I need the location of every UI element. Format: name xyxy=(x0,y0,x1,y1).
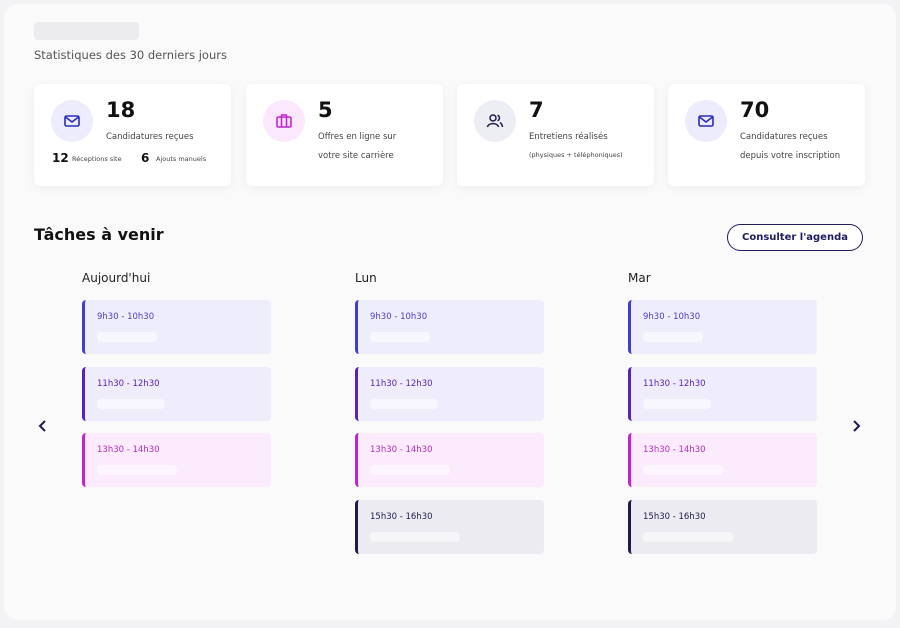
task-slot: 15h30 - 16h30 xyxy=(628,499,817,554)
task-slot: 11h30 - 12h30 xyxy=(82,366,271,421)
task-slot: 9h30 - 10h30 xyxy=(82,300,271,354)
task-slot: 13h30 - 14h30 xyxy=(82,433,271,487)
slot-placeholder xyxy=(370,398,438,409)
stat-label: votre site carrière xyxy=(318,151,394,161)
task-slot: 11h30 - 12h30 xyxy=(355,366,544,421)
icon xyxy=(64,115,80,127)
icon xyxy=(698,115,714,127)
stat-label: Entretiens réalisés xyxy=(529,132,608,142)
icon xyxy=(276,114,292,128)
task-slot: 13h30 - 14h30 xyxy=(355,433,544,487)
slot-placeholder xyxy=(97,332,157,342)
task-slot: 11h30 - 12h30 xyxy=(628,366,817,421)
slot-placeholder xyxy=(370,332,430,342)
slot-time: 15h30 - 16h30 xyxy=(643,511,706,522)
title-placeholder xyxy=(34,22,139,40)
stat-card: 70 Candidatures reçues depuis votre inscri… xyxy=(668,84,865,186)
slot-time: 9h30 - 10h30 xyxy=(97,312,155,322)
slot-placeholder xyxy=(643,398,711,409)
slot-time: 13h30 - 14h30 xyxy=(97,445,160,455)
stat-icon xyxy=(474,100,516,142)
prev-arrow[interactable] xyxy=(36,418,50,434)
detail-label: Ajouts manuels xyxy=(156,155,207,163)
section-title: Tâches à venir xyxy=(34,225,164,244)
slot-placeholder xyxy=(643,465,723,475)
next-arrow[interactable] xyxy=(849,418,863,434)
slot-time: 11h30 - 12h30 xyxy=(97,378,160,389)
stat-label: Offres en ligne sur xyxy=(318,132,397,142)
task-slot: 9h30 - 10h30 xyxy=(355,300,544,354)
task-slot: 13h30 - 14h30 xyxy=(628,433,817,487)
slot-placeholder xyxy=(97,465,177,475)
task-slot: 15h30 - 16h30 xyxy=(355,499,544,554)
stat-icon xyxy=(685,100,727,142)
detail-value: 6 xyxy=(141,151,150,165)
stat-label: (physiques + téléphoniques) xyxy=(529,151,623,159)
icon xyxy=(486,114,504,128)
stat-value: 18 xyxy=(106,98,136,122)
stat-label: Candidatures reçues xyxy=(740,132,828,142)
stat-icon xyxy=(51,100,93,142)
day-label: Mar xyxy=(628,271,651,285)
day-label: Lun xyxy=(355,271,377,285)
slot-time: 11h30 - 12h30 xyxy=(643,378,706,389)
slot-time: 13h30 - 14h30 xyxy=(643,445,706,455)
slot-time: 11h30 - 12h30 xyxy=(370,378,433,389)
slot-placeholder xyxy=(370,465,450,475)
dashboard: Statistiques des 30 derniers jours Tâche… xyxy=(4,4,896,620)
stat-value: 7 xyxy=(529,98,544,122)
slot-time: 9h30 - 10h30 xyxy=(370,312,428,322)
detail-label: Réceptions site xyxy=(72,155,122,163)
agenda-button[interactable]: Consulter l'agenda xyxy=(727,224,863,251)
slot-time: 13h30 - 14h30 xyxy=(370,445,433,455)
task-slot: 9h30 - 10h30 xyxy=(628,300,817,354)
slot-placeholder xyxy=(97,398,165,409)
detail-value: 12 xyxy=(52,151,69,165)
slot-time: 9h30 - 10h30 xyxy=(643,312,701,322)
stat-card: 18 Candidatures reçues 12 Réceptions site 6 A… xyxy=(34,84,231,186)
stat-value: 5 xyxy=(318,98,333,122)
stat-icon xyxy=(263,100,305,142)
stat-value: 70 xyxy=(740,98,770,122)
subtitle: Statistiques des 30 derniers jours xyxy=(34,48,227,62)
slot-placeholder xyxy=(370,531,460,542)
slot-time: 15h30 - 16h30 xyxy=(370,511,433,522)
stat-label: depuis votre inscription xyxy=(740,151,841,161)
stat-card: 5 Offres en ligne sur votre site carrière xyxy=(246,84,443,186)
slot-placeholder xyxy=(643,332,703,342)
day-label: Aujourd'hui xyxy=(82,271,151,285)
stat-card: 7 Entretiens réalisés (physiques + télépho… xyxy=(457,84,654,186)
stat-label: Candidatures reçues xyxy=(106,132,194,142)
slot-placeholder xyxy=(643,531,733,542)
